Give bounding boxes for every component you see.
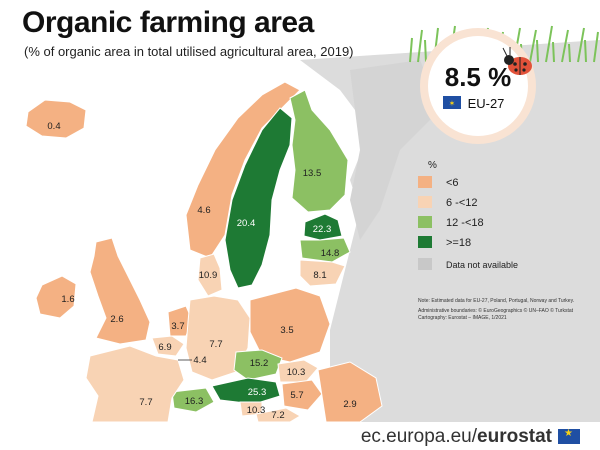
landmass-russia — [350, 60, 440, 240]
region-switzerland — [171, 387, 215, 413]
footer-source[interactable]: ec.europa.eu/eurostat — [361, 426, 552, 448]
note-line-2: Administrative boundaries: © EuroGeograp… — [418, 307, 574, 314]
region-norway — [185, 81, 301, 259]
legend-label-4: Data not available — [446, 260, 518, 270]
legend-label-1: 6 -<12 — [446, 197, 478, 209]
label-denmark: 10.9 — [199, 270, 218, 281]
eu-flag-stars: ✶ — [449, 99, 456, 108]
footer-brand: eurostat — [477, 426, 552, 447]
legend-swatch-2 — [418, 216, 432, 228]
label-germany: 7.7 — [209, 339, 222, 350]
region-sweden — [224, 107, 293, 289]
legend: % <6 6 -<12 12 -<18 >=18 Data not availa… — [418, 160, 518, 270]
region-estonia — [303, 213, 343, 241]
region-lithuania — [299, 259, 346, 287]
region-belgium — [151, 335, 185, 357]
label-luxembourg: 4.4 — [193, 355, 206, 366]
label-romania: 2.9 — [343, 399, 356, 410]
label-belgium: 6.9 — [158, 342, 171, 353]
map-title: Organic farming area — [22, 6, 314, 39]
region-finland — [289, 89, 349, 213]
region-croatia — [255, 407, 301, 423]
label-finland: 13.5 — [303, 168, 322, 179]
footer-domain: ec.europa.eu/ — [360, 426, 478, 447]
region-france — [85, 345, 185, 423]
highlight-value: 8.5 % — [445, 62, 512, 92]
legend-swatch-1 — [418, 196, 432, 208]
eu-flag-icon — [443, 96, 461, 109]
region-austria — [211, 377, 281, 405]
label-lithuania: 8.1 — [313, 270, 326, 281]
label-latvia: 14.8 — [321, 248, 340, 259]
legend-swatch-0 — [418, 176, 432, 188]
label-switzerland: 16.3 — [185, 396, 204, 407]
footer: ec.europa.eu/eurostat — [0, 422, 600, 450]
label-netherlands: 3.7 — [171, 321, 184, 332]
footer-eu-flag-icon — [558, 428, 580, 444]
label-slovenia: 10.3 — [247, 405, 266, 416]
region-iceland — [25, 99, 87, 139]
label-france: 7.7 — [139, 397, 152, 408]
eu-highlight: 8.5 % ✶ EU-27 — [420, 28, 536, 144]
highlight-inner-circle — [428, 36, 528, 136]
legend-label-3: >=18 — [446, 237, 471, 249]
region-latvia — [299, 237, 351, 263]
map-subtitle: (% of organic area in total utilised agr… — [24, 44, 354, 59]
label-norway: 4.6 — [197, 205, 210, 216]
region-ireland — [35, 275, 77, 319]
legend-label-2: 12 -<18 — [446, 217, 484, 229]
region-czechia — [233, 349, 283, 381]
label-hungary: 5.7 — [290, 390, 303, 401]
legend-swatch-4 — [418, 258, 432, 270]
label-slovakia: 10.3 — [287, 367, 306, 378]
highlight-label: EU-27 — [468, 96, 505, 111]
label-austria: 25.3 — [248, 387, 267, 398]
label-iceland: 0.4 — [47, 121, 60, 132]
label-sweden: 20.4 — [237, 218, 256, 229]
legend-swatch-3 — [418, 236, 432, 248]
region-denmark — [197, 253, 223, 297]
label-estonia: 22.3 — [313, 224, 332, 235]
label-poland: 3.5 — [280, 325, 293, 336]
label-uk: 2.6 — [110, 314, 123, 325]
legend-label-0: <6 — [446, 177, 459, 189]
label-croatia: 7.2 — [271, 410, 284, 421]
label-ireland: 1.6 — [61, 294, 74, 305]
note-line-3: Cartography: Eurostat – IMAGE, 1/2021 — [418, 315, 507, 321]
note-line-1: Note: Estimated data for EU-27, Poland, … — [418, 298, 574, 304]
region-hungary — [281, 379, 323, 411]
region-uk — [89, 237, 151, 345]
legend-unit: % — [428, 160, 437, 171]
region-slovakia — [277, 359, 319, 383]
region-poland — [249, 287, 331, 363]
label-czechia: 15.2 — [250, 358, 269, 369]
ladybug-icon — [502, 47, 532, 75]
region-romania — [317, 361, 383, 423]
